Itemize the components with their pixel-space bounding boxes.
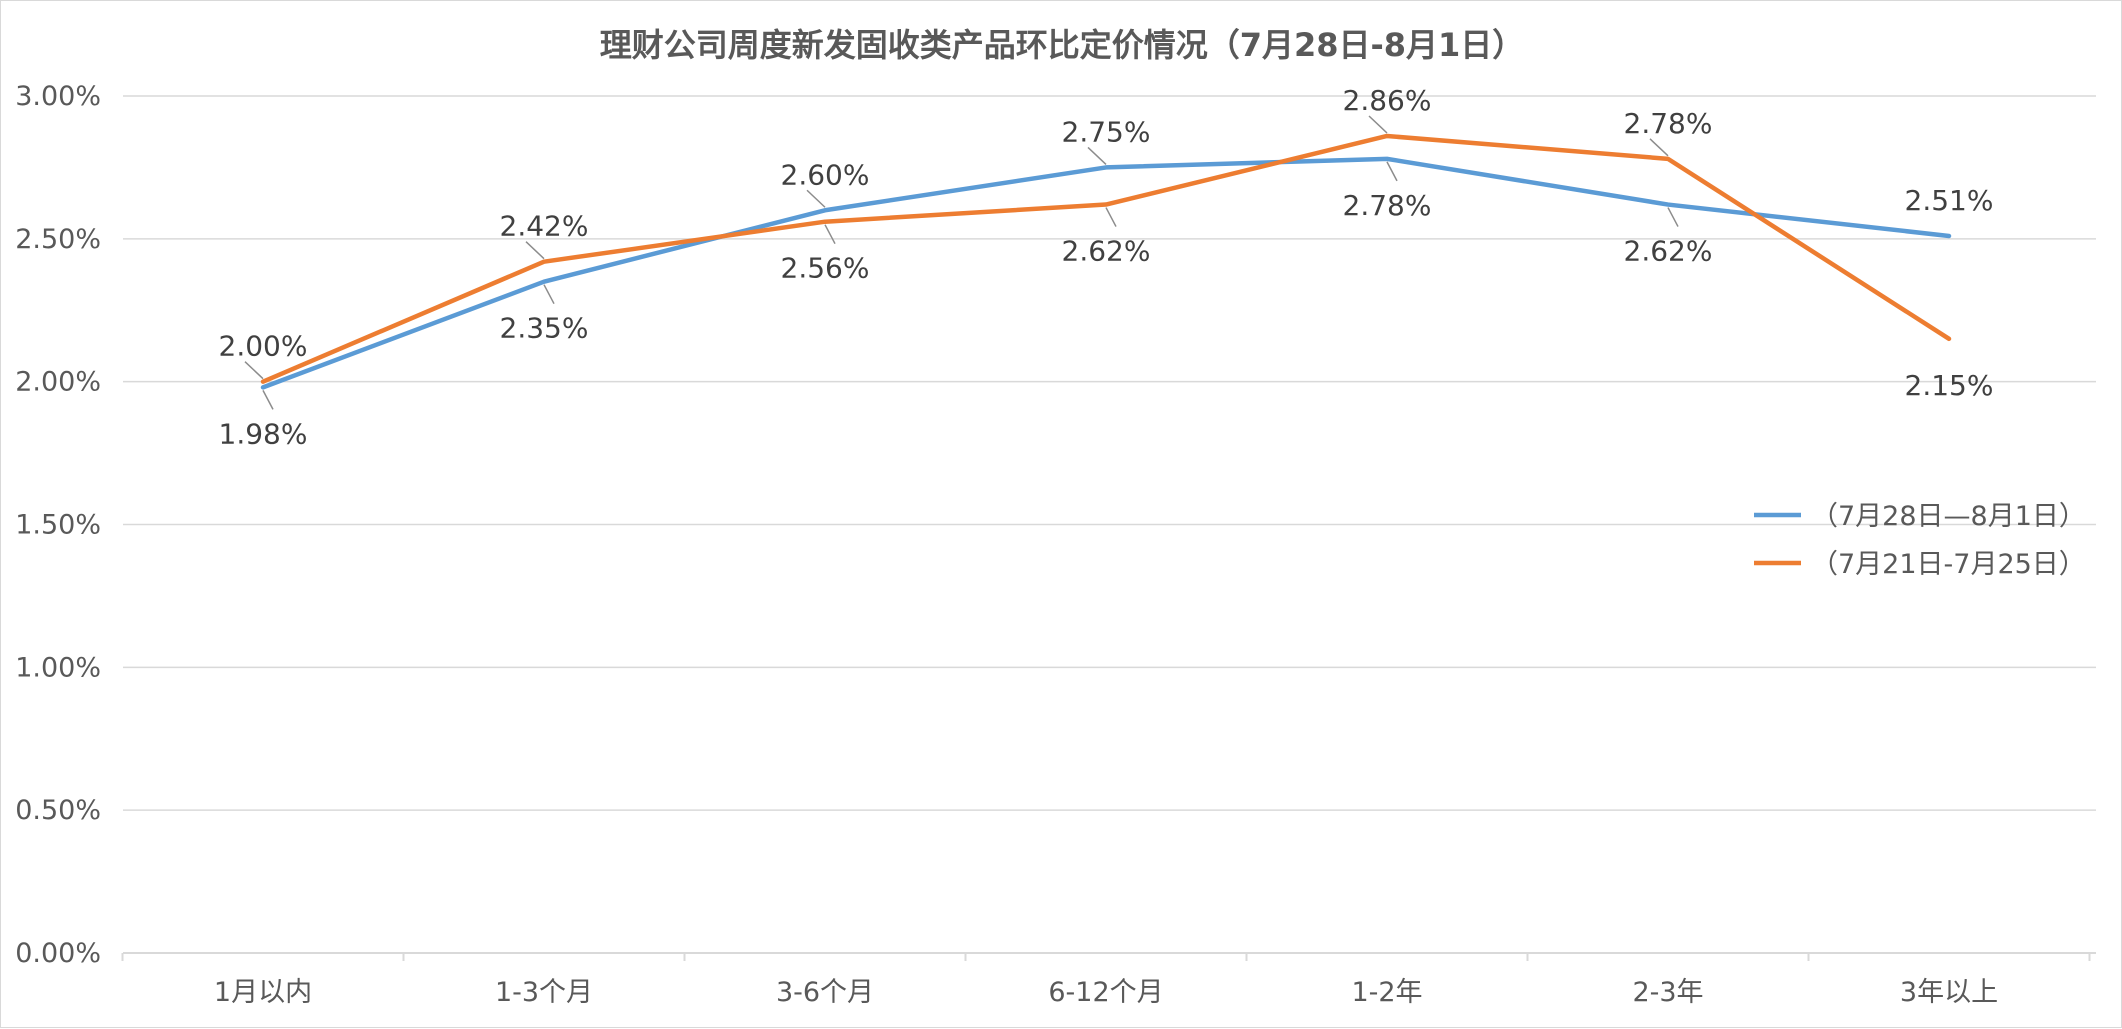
series-lines: [260, 133, 1952, 390]
data-label-leader-line: [1386, 161, 1398, 182]
data-label-current-week: 2.51%: [1905, 184, 1994, 217]
data-label-current-week: 2.75%: [1062, 115, 1151, 148]
x-tick-label: 2-3年: [1632, 977, 1703, 1008]
data-label-leader-line: [244, 361, 264, 380]
data-label-previous-week: 2.15%: [1905, 369, 1994, 402]
chart-title: 理财公司周度新发固收类产品环比定价情况（7月28日-8月1日）: [600, 26, 1525, 64]
legend-label-current-week: （7月28日—8月1日）: [1811, 501, 2086, 532]
y-axis-tick-labels: 0.00% 0.50% 1.00% 1.50% 2.00% 2.50% 3.00%: [15, 81, 101, 969]
data-label-previous-week: 2.86%: [1343, 84, 1432, 117]
data-label-leader-line: [1649, 138, 1669, 157]
legend-label-previous-week: （7月21日-7月25日）: [1811, 549, 2086, 580]
data-label-leader-line: [262, 390, 274, 410]
x-tick-label: 1月以内: [214, 977, 312, 1008]
y-tick-label: 2.00%: [15, 367, 101, 398]
y-tick-label: 3.00%: [15, 81, 101, 112]
data-label-leader-line: [1667, 207, 1679, 227]
x-tick-label: 3年以上: [1900, 977, 1998, 1008]
series-line-current-week: [260, 156, 1952, 390]
series-line-previous-week: [260, 133, 1952, 384]
data-label-leader-line: [806, 189, 826, 208]
data-label-current-week: 1.98%: [219, 417, 308, 450]
data-label-previous-week: 2.62%: [1062, 235, 1151, 268]
x-tick-label: 1-3个月: [495, 977, 593, 1008]
y-tick-label: 1.00%: [15, 652, 101, 683]
data-label-current-week: 2.62%: [1624, 235, 1713, 268]
data-label-current-week: 2.78%: [1343, 189, 1432, 222]
gridlines: [123, 95, 2096, 954]
x-axis-tick-labels: 1月以内 1-3个月 3-6个月 6-12个月 1-2年 2-3年 3年以上: [121, 953, 2091, 1008]
data-label-previous-week: 2.78%: [1624, 107, 1713, 140]
y-tick-label: 1.50%: [15, 510, 101, 541]
data-label-current-week: 2.60%: [781, 158, 870, 191]
data-label-leader-line: [824, 224, 836, 245]
data-label-leader-line: [543, 284, 555, 305]
x-tick-label: 3-6个月: [776, 977, 874, 1008]
data-label-leader-lines: [244, 115, 1679, 410]
data-label-previous-week: 2.56%: [781, 252, 870, 285]
data-label-leader-line: [525, 241, 545, 260]
legend: （7月28日—8月1日） （7月21日-7月25日）: [1754, 501, 2086, 580]
data-label-leader-line: [1087, 146, 1107, 165]
data-label-leader-line: [1368, 115, 1388, 134]
x-tick-label: 1-2年: [1351, 977, 1422, 1008]
y-tick-label: 0.00%: [15, 938, 101, 969]
y-tick-label: 2.50%: [15, 224, 101, 255]
y-tick-label: 0.50%: [15, 795, 101, 826]
data-labels: 1.98% 2.00% 2.35% 2.42% 2.60% 2.56% 2.75% 2.62%…: [219, 84, 1994, 450]
data-label-current-week: 2.35%: [500, 312, 589, 345]
data-label-previous-week: 2.00%: [219, 330, 308, 363]
x-tick-label: 6-12个月: [1048, 977, 1163, 1008]
data-label-previous-week: 2.42%: [500, 210, 589, 243]
data-label-leader-line: [1105, 207, 1117, 227]
